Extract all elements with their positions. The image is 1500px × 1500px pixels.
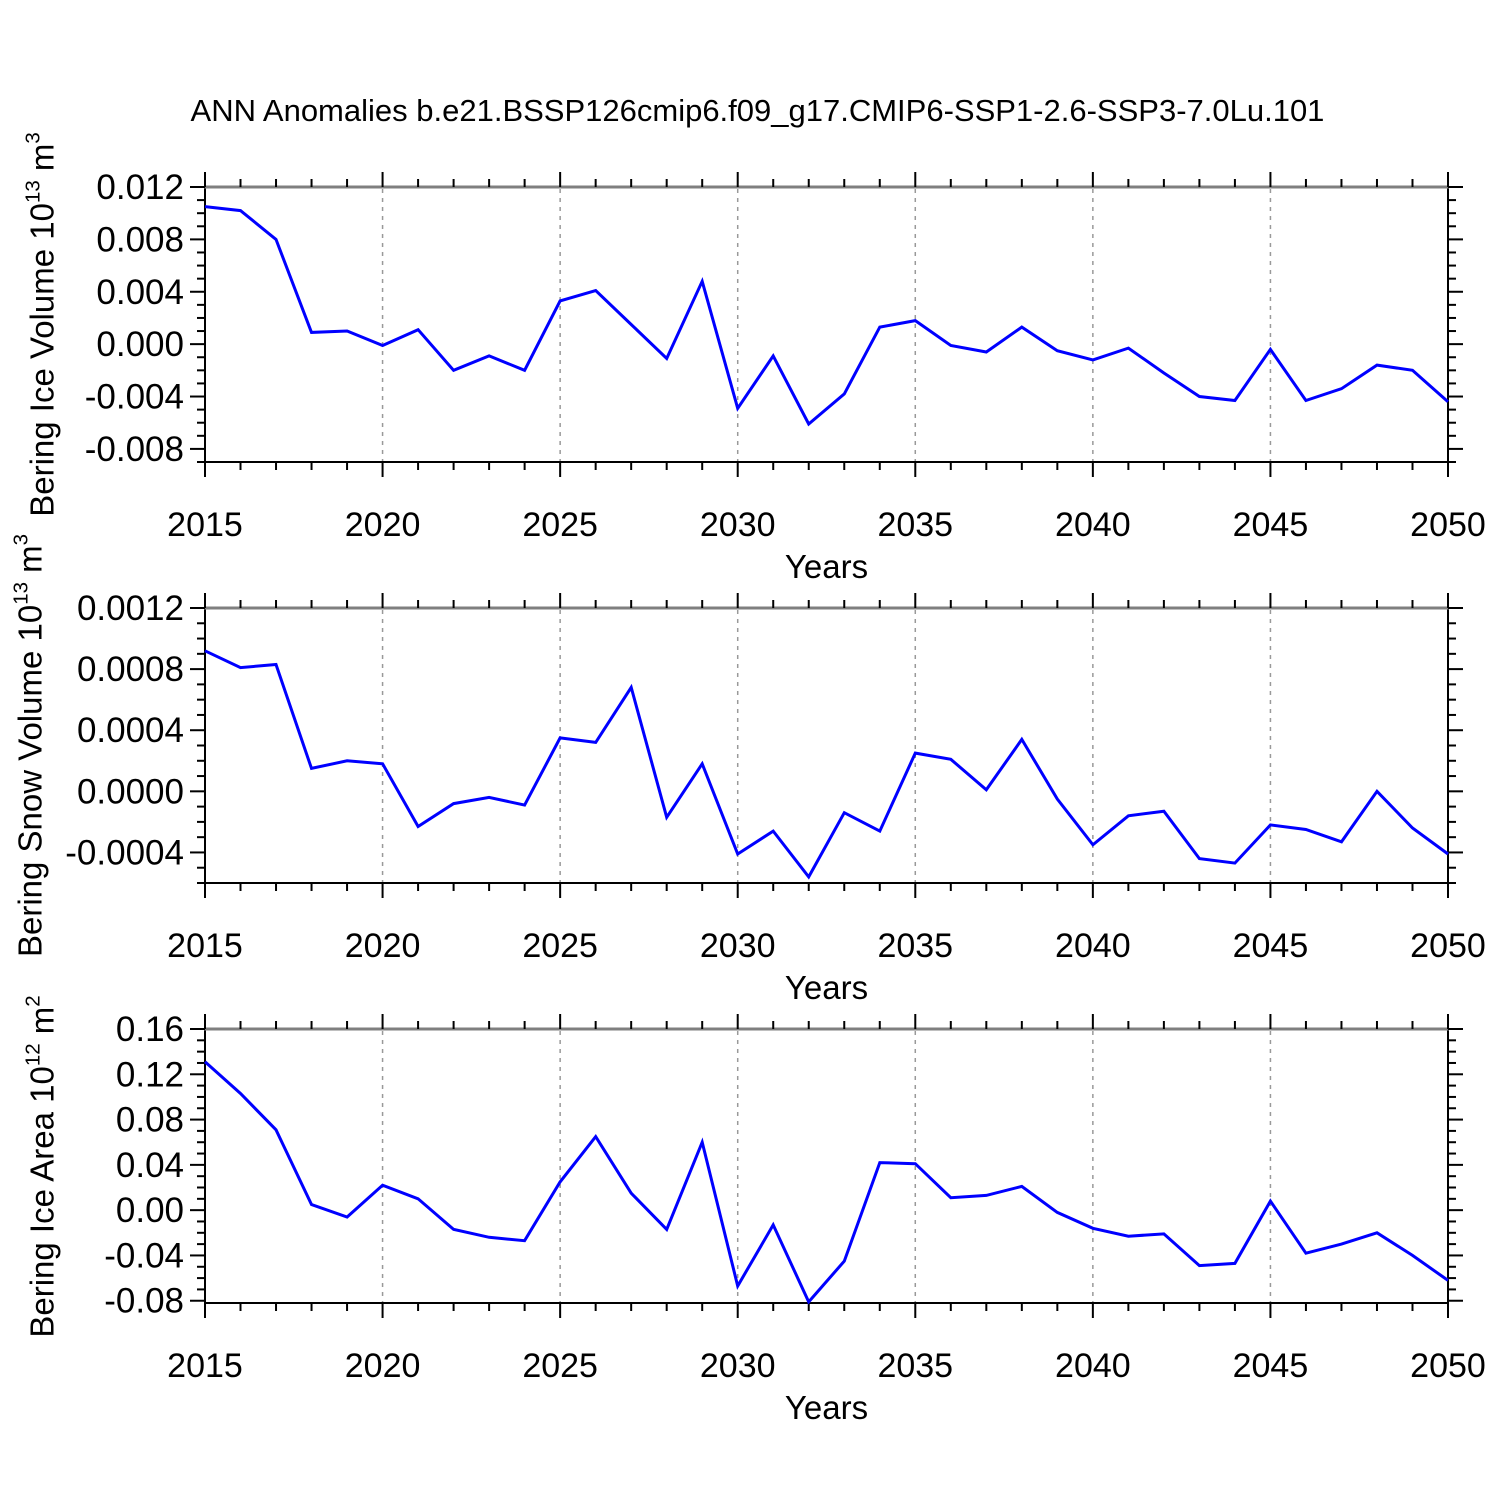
y-tick-label-ice-volume: -0.004 (85, 378, 184, 417)
y-tick-label-ice-volume: 0.004 (96, 273, 184, 312)
x-tick-label-ice-area: 2030 (700, 1347, 776, 1385)
y-tick-label-ice-volume: 0.008 (96, 220, 184, 259)
x-tick-label-ice-volume: 2030 (700, 506, 776, 544)
y-tick-label-snow-volume: 0.0004 (77, 711, 184, 750)
y-tick-label-ice-area: -0.04 (104, 1236, 184, 1275)
x-tick-label-ice-volume: 2020 (345, 506, 421, 544)
y-tick-label-ice-area: 0.16 (116, 1010, 184, 1049)
x-tick-label-ice-volume: 2040 (1055, 506, 1131, 544)
x-tick-label-ice-volume: 2045 (1233, 506, 1309, 544)
y-tick-label-ice-area: -0.08 (104, 1282, 184, 1321)
x-tick-label-snow-volume: 2045 (1233, 927, 1309, 965)
x-tick-label-ice-area: 2045 (1233, 1347, 1309, 1385)
y-tick-label-ice-area: 0.04 (116, 1146, 184, 1185)
x-tick-label-snow-volume: 2020 (345, 927, 421, 965)
plot-frame-ice-volume (204, 186, 1449, 463)
x-tick-label-snow-volume: 2050 (1410, 927, 1486, 965)
x-tick-label-ice-volume: 2025 (522, 506, 598, 544)
x-tick-label-snow-volume: 2015 (167, 927, 243, 965)
x-tick-label-ice-volume: 2050 (1410, 506, 1486, 544)
x-tick-label-ice-area: 2025 (522, 1347, 598, 1385)
x-tick-label-snow-volume: 2030 (700, 927, 776, 965)
y-tick-label-ice-area: 0.12 (116, 1055, 184, 1094)
x-tick-label-snow-volume: 2035 (877, 927, 953, 965)
x-tick-label-ice-area: 2050 (1410, 1347, 1486, 1385)
x-tick-label-ice-area: 2015 (167, 1347, 243, 1385)
x-tick-label-ice-volume: 2035 (877, 506, 953, 544)
plot-frame-ice-area (204, 1028, 1449, 1304)
x-tick-label-snow-volume: 2025 (522, 927, 598, 965)
y-tick-label-snow-volume: 0.0000 (77, 772, 184, 811)
series-line-ice-volume (204, 205, 1449, 427)
y-tick-label-ice-volume: 0.012 (96, 168, 184, 207)
x-tick-label-ice-area: 2020 (345, 1347, 421, 1385)
y-tick-label-ice-area: 0.00 (116, 1191, 184, 1230)
series-line-ice-area (204, 1060, 1449, 1305)
x-tick-label-ice-area: 2035 (877, 1347, 953, 1385)
x-axis-title-ice-volume: Years (785, 548, 868, 585)
x-axis-title-ice-area: Years (785, 1389, 868, 1426)
x-tick-label-ice-volume: 2015 (167, 506, 243, 544)
y-tick-label-ice-area: 0.08 (116, 1101, 184, 1140)
y-tick-label-ice-volume: 0.000 (96, 325, 184, 364)
y-tick-label-snow-volume: 0.0012 (77, 589, 184, 628)
y-tick-label-ice-volume: -0.008 (85, 430, 184, 469)
y-tick-label-snow-volume: 0.0008 (77, 650, 184, 689)
figure-title: ANN Anomalies b.e21.BSSP126cmip6.f09_g17… (190, 93, 1325, 128)
x-tick-label-snow-volume: 2040 (1055, 927, 1131, 965)
x-tick-label-ice-area: 2040 (1055, 1347, 1131, 1385)
x-axis-title-snow-volume: Years (785, 969, 868, 1006)
y-tick-label-snow-volume: -0.0004 (65, 833, 184, 872)
series-line-snow-volume (204, 649, 1449, 880)
